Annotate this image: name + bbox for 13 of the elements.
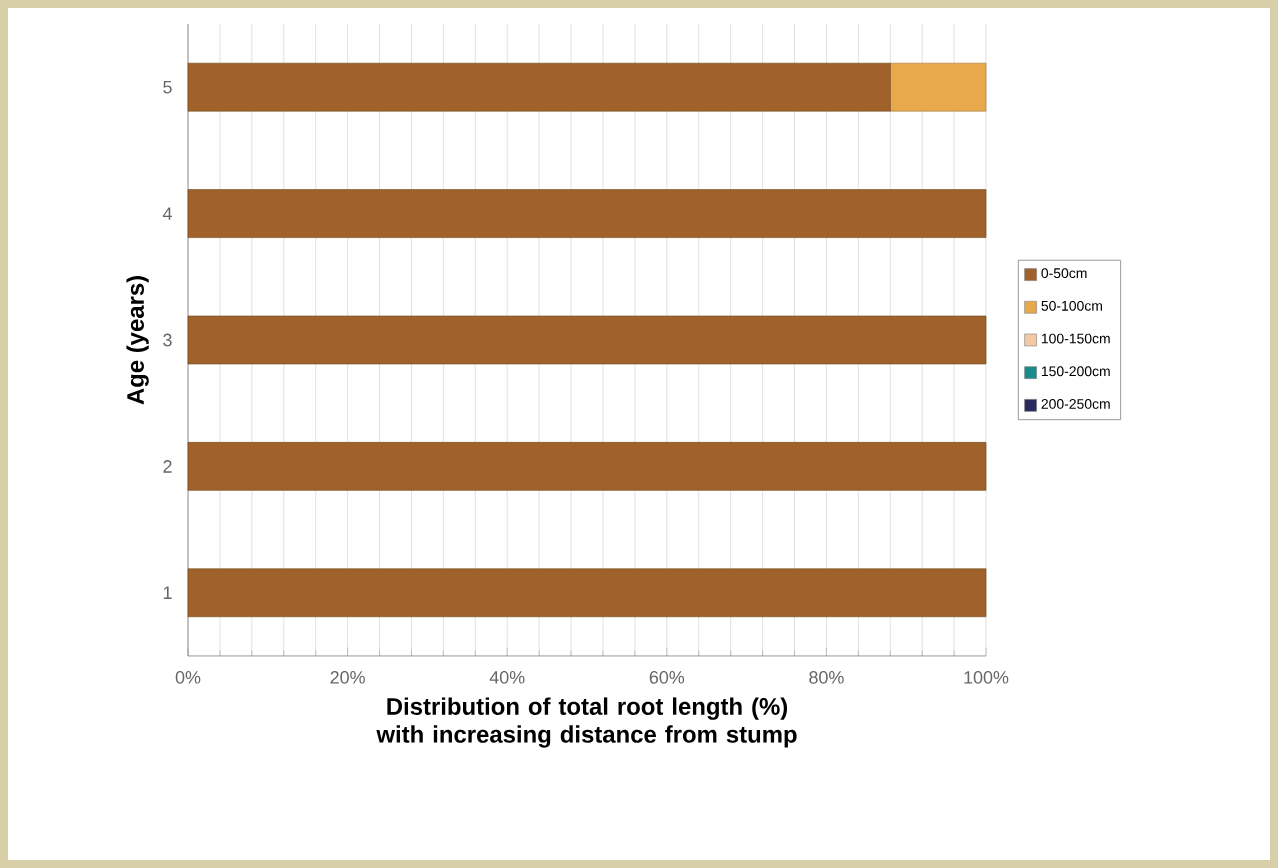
x-axis-title: Distribution of total root length (%) with increasing distance from stump xyxy=(376,697,797,748)
x-tick-label: 40% xyxy=(489,671,525,684)
y-tick-label: 2 xyxy=(163,460,172,473)
x-tick-label: 0% xyxy=(175,671,201,684)
y-axis-title: Age (years) xyxy=(126,276,149,405)
x-tick-label: 100% xyxy=(964,671,1009,684)
y-tick-label: 1 xyxy=(163,586,172,599)
x-tick-label: 80% xyxy=(809,671,844,684)
x-tick-label: 20% xyxy=(330,671,365,684)
y-tick-label: 4 xyxy=(162,207,172,220)
y-tick-label: 3 xyxy=(163,333,172,347)
x-tick-label: 60% xyxy=(649,671,685,684)
y-tick-label: 5 xyxy=(163,80,172,94)
